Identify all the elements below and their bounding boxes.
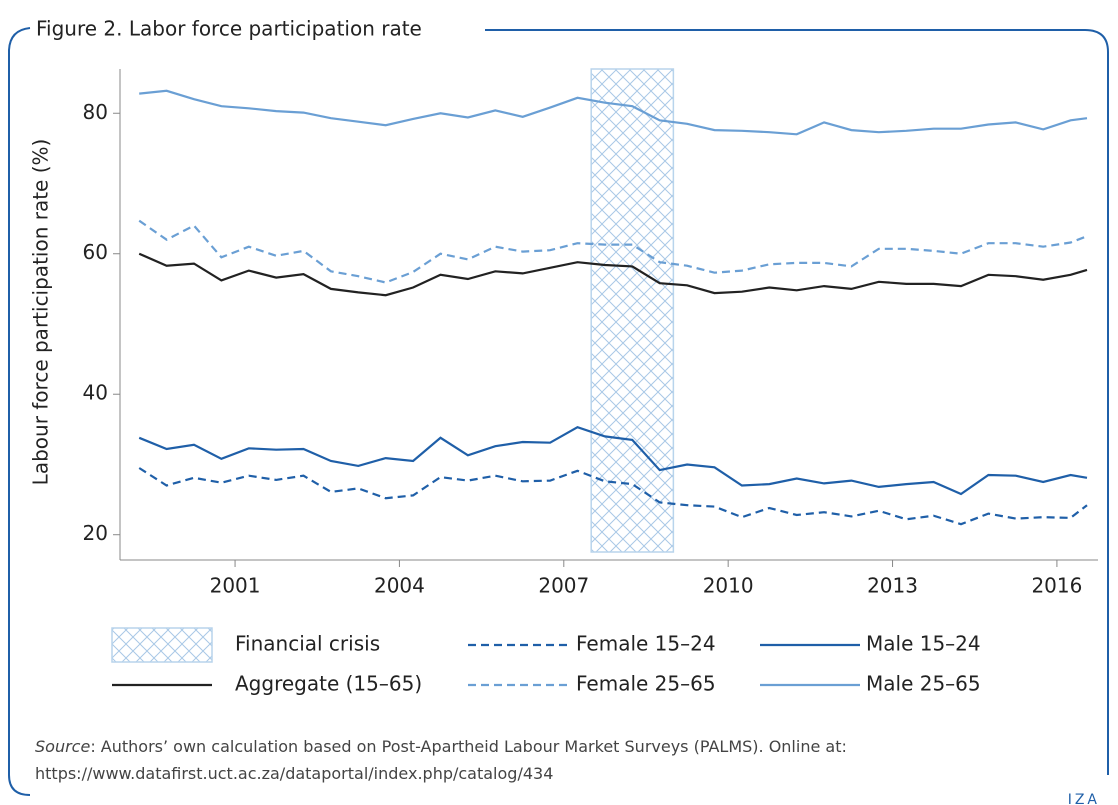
shaded-region [590,68,675,553]
legend-label: Financial crisis [235,632,380,656]
y-tick-label: 60 [83,240,108,264]
x-tick-label: 2007 [538,574,589,598]
series-line [138,467,1088,526]
logo: IZA [1068,792,1100,805]
y-axis-label: Labour force participation rate (%) [29,139,53,486]
x-tick-label: 2016 [1031,574,1082,598]
legend-label: Male 25–65 [866,672,981,696]
source-note: Source: Authors’ own calculation based o… [35,733,1100,787]
source-text: : Authors’ own calculation based on Post… [35,737,847,783]
y-tick-label: 40 [83,381,108,405]
series-line [138,252,1088,297]
frame [485,29,1109,775]
y-tick-label: 20 [83,521,108,545]
legend-label: Female 15–24 [576,632,716,656]
frame [8,27,31,796]
legend-label: Aggregate (15–65) [235,672,422,696]
legend-swatch [111,627,213,663]
legend-label: Male 15–24 [866,632,981,656]
x-tick-label: 2001 [210,574,261,598]
figure-title: Figure 2. Labor force participation rate [36,17,422,41]
legend-label: Female 25–65 [576,672,716,696]
series-line [138,426,1088,496]
x-tick-label: 2010 [703,574,754,598]
source-label: Source [35,737,91,756]
x-tick-label: 2013 [867,574,918,598]
x-tick-label: 2004 [374,574,425,598]
y-tick-label: 80 [83,100,108,124]
series-line [139,89,1088,136]
series-line [138,219,1088,284]
